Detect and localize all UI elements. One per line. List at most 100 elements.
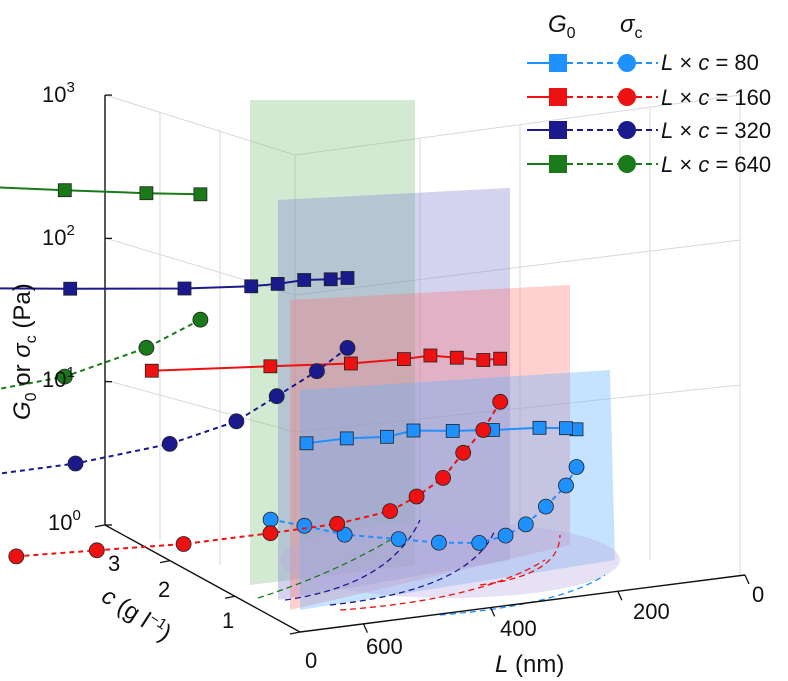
y-tick-labels: 0 1 2 3 bbox=[108, 551, 317, 673]
y-tick-mark bbox=[159, 559, 171, 564]
z-tick-label: 100 bbox=[48, 507, 81, 535]
g0-point bbox=[493, 351, 508, 366]
series-3 bbox=[0, 271, 356, 475]
g0-point bbox=[476, 353, 491, 367]
grid-line bbox=[294, 94, 741, 156]
sigma-c-point bbox=[558, 477, 574, 494]
legend-sigma-circle bbox=[618, 121, 636, 139]
legend-entry-label: L × c = 640 bbox=[661, 152, 771, 177]
x-axis-line bbox=[299, 574, 746, 633]
sigma-c-point bbox=[228, 413, 245, 430]
g0-line bbox=[0, 186, 201, 196]
legend-markers bbox=[527, 54, 658, 173]
g0-point bbox=[177, 281, 192, 296]
y-tick-mark bbox=[224, 595, 236, 599]
y-tick-label: 1 bbox=[222, 608, 234, 633]
shadow-panels bbox=[250, 100, 620, 610]
g0-point bbox=[406, 423, 421, 438]
series-2 bbox=[8, 348, 509, 565]
x-tick-mark bbox=[744, 574, 750, 585]
legend-head-sigma: σc bbox=[620, 11, 642, 42]
sigma-c-point bbox=[455, 444, 472, 461]
sigma-c-point bbox=[538, 498, 554, 515]
g0-point bbox=[343, 356, 358, 371]
x-tick-label: 0 bbox=[752, 582, 764, 607]
sigma-c-point bbox=[67, 455, 84, 472]
g0-point bbox=[139, 186, 154, 201]
legend-entry-label: L × c = 80 bbox=[661, 50, 759, 75]
x-tick-label: 600 bbox=[366, 634, 403, 659]
sigma-c-point bbox=[8, 548, 25, 565]
sigma-c-point bbox=[161, 435, 178, 452]
axis-tick-marks bbox=[94, 94, 750, 635]
floor-projections bbox=[257, 519, 606, 616]
g0-point bbox=[323, 272, 338, 287]
sigma-c-point bbox=[390, 531, 407, 547]
sigma-c-point bbox=[308, 363, 325, 380]
sigma-c-point bbox=[408, 488, 425, 505]
y-tick-mark bbox=[94, 524, 106, 528]
sigma-c-point bbox=[492, 393, 509, 410]
panel-red bbox=[290, 285, 570, 610]
g0-point bbox=[270, 276, 285, 291]
floor-dash-navy-2 bbox=[329, 529, 496, 606]
legend-sigma-circle bbox=[618, 54, 636, 72]
sigma-c-line bbox=[16, 401, 502, 558]
g0-point bbox=[144, 363, 159, 378]
z-tick-label: 102 bbox=[42, 222, 75, 250]
sigma-c-point bbox=[475, 422, 492, 438]
floor-dash-red-2 bbox=[479, 534, 561, 586]
g0-point bbox=[63, 281, 78, 296]
legend-sigma-circle bbox=[618, 88, 636, 106]
sigma-c-point bbox=[262, 511, 279, 528]
y-axis-line bbox=[104, 524, 301, 633]
sigma-c-point bbox=[175, 536, 192, 552]
z-tick-label: 101 bbox=[42, 364, 75, 392]
x-tick-mark bbox=[617, 590, 623, 601]
sigma-c-point bbox=[88, 542, 105, 559]
series-layer bbox=[0, 183, 585, 565]
g0-point bbox=[423, 348, 438, 363]
sigma-c-point bbox=[56, 368, 73, 385]
y-tick-mark bbox=[289, 631, 301, 635]
sigma-c-point bbox=[471, 535, 488, 551]
g0-point bbox=[396, 352, 411, 367]
x-tick-label: 400 bbox=[500, 616, 537, 641]
grid-line bbox=[294, 239, 741, 296]
sigma-c-point bbox=[568, 459, 585, 475]
sigma-c-point bbox=[382, 503, 399, 520]
sigma-c-point bbox=[192, 311, 209, 328]
grid-lines bbox=[104, 94, 741, 575]
sigma-c-point bbox=[435, 469, 452, 486]
sigma-c-point bbox=[497, 527, 514, 544]
g0-point bbox=[299, 436, 314, 451]
legend-head-g0: G0 bbox=[548, 11, 576, 42]
g0-point bbox=[532, 420, 547, 435]
x-tick-labels: 0 200 400 600 bbox=[366, 582, 764, 659]
legend-sigma-circle bbox=[618, 155, 636, 173]
sigma-c-point bbox=[339, 339, 356, 356]
g0-point bbox=[445, 423, 460, 438]
g0-point bbox=[57, 183, 72, 198]
grid-line bbox=[104, 94, 296, 156]
floor-dash-navy bbox=[284, 519, 421, 601]
series-1 bbox=[262, 420, 585, 551]
g0-point bbox=[449, 350, 464, 365]
legend-g0-square bbox=[549, 54, 567, 72]
legend-g0-square bbox=[549, 88, 567, 106]
axes bbox=[104, 95, 746, 633]
g0-point bbox=[263, 359, 278, 374]
grid-line bbox=[104, 379, 296, 433]
sigma-c-point bbox=[262, 525, 279, 542]
legend-entry-label: L × c = 160 bbox=[661, 85, 771, 110]
panel-navy bbox=[278, 188, 510, 600]
grid-line bbox=[294, 384, 741, 433]
y-tick-label: 0 bbox=[305, 648, 317, 673]
floor-dash-blue bbox=[439, 574, 606, 616]
legend-entry-label: L × c = 320 bbox=[661, 118, 771, 143]
g0-point bbox=[559, 421, 573, 436]
z-tick-labels: 103 102 101 100 bbox=[42, 79, 81, 535]
sigma-c-point bbox=[329, 515, 346, 532]
floor-dash-green bbox=[257, 539, 391, 599]
